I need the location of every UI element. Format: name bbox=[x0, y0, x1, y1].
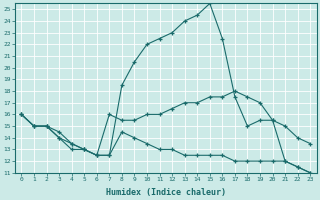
X-axis label: Humidex (Indice chaleur): Humidex (Indice chaleur) bbox=[106, 188, 226, 197]
